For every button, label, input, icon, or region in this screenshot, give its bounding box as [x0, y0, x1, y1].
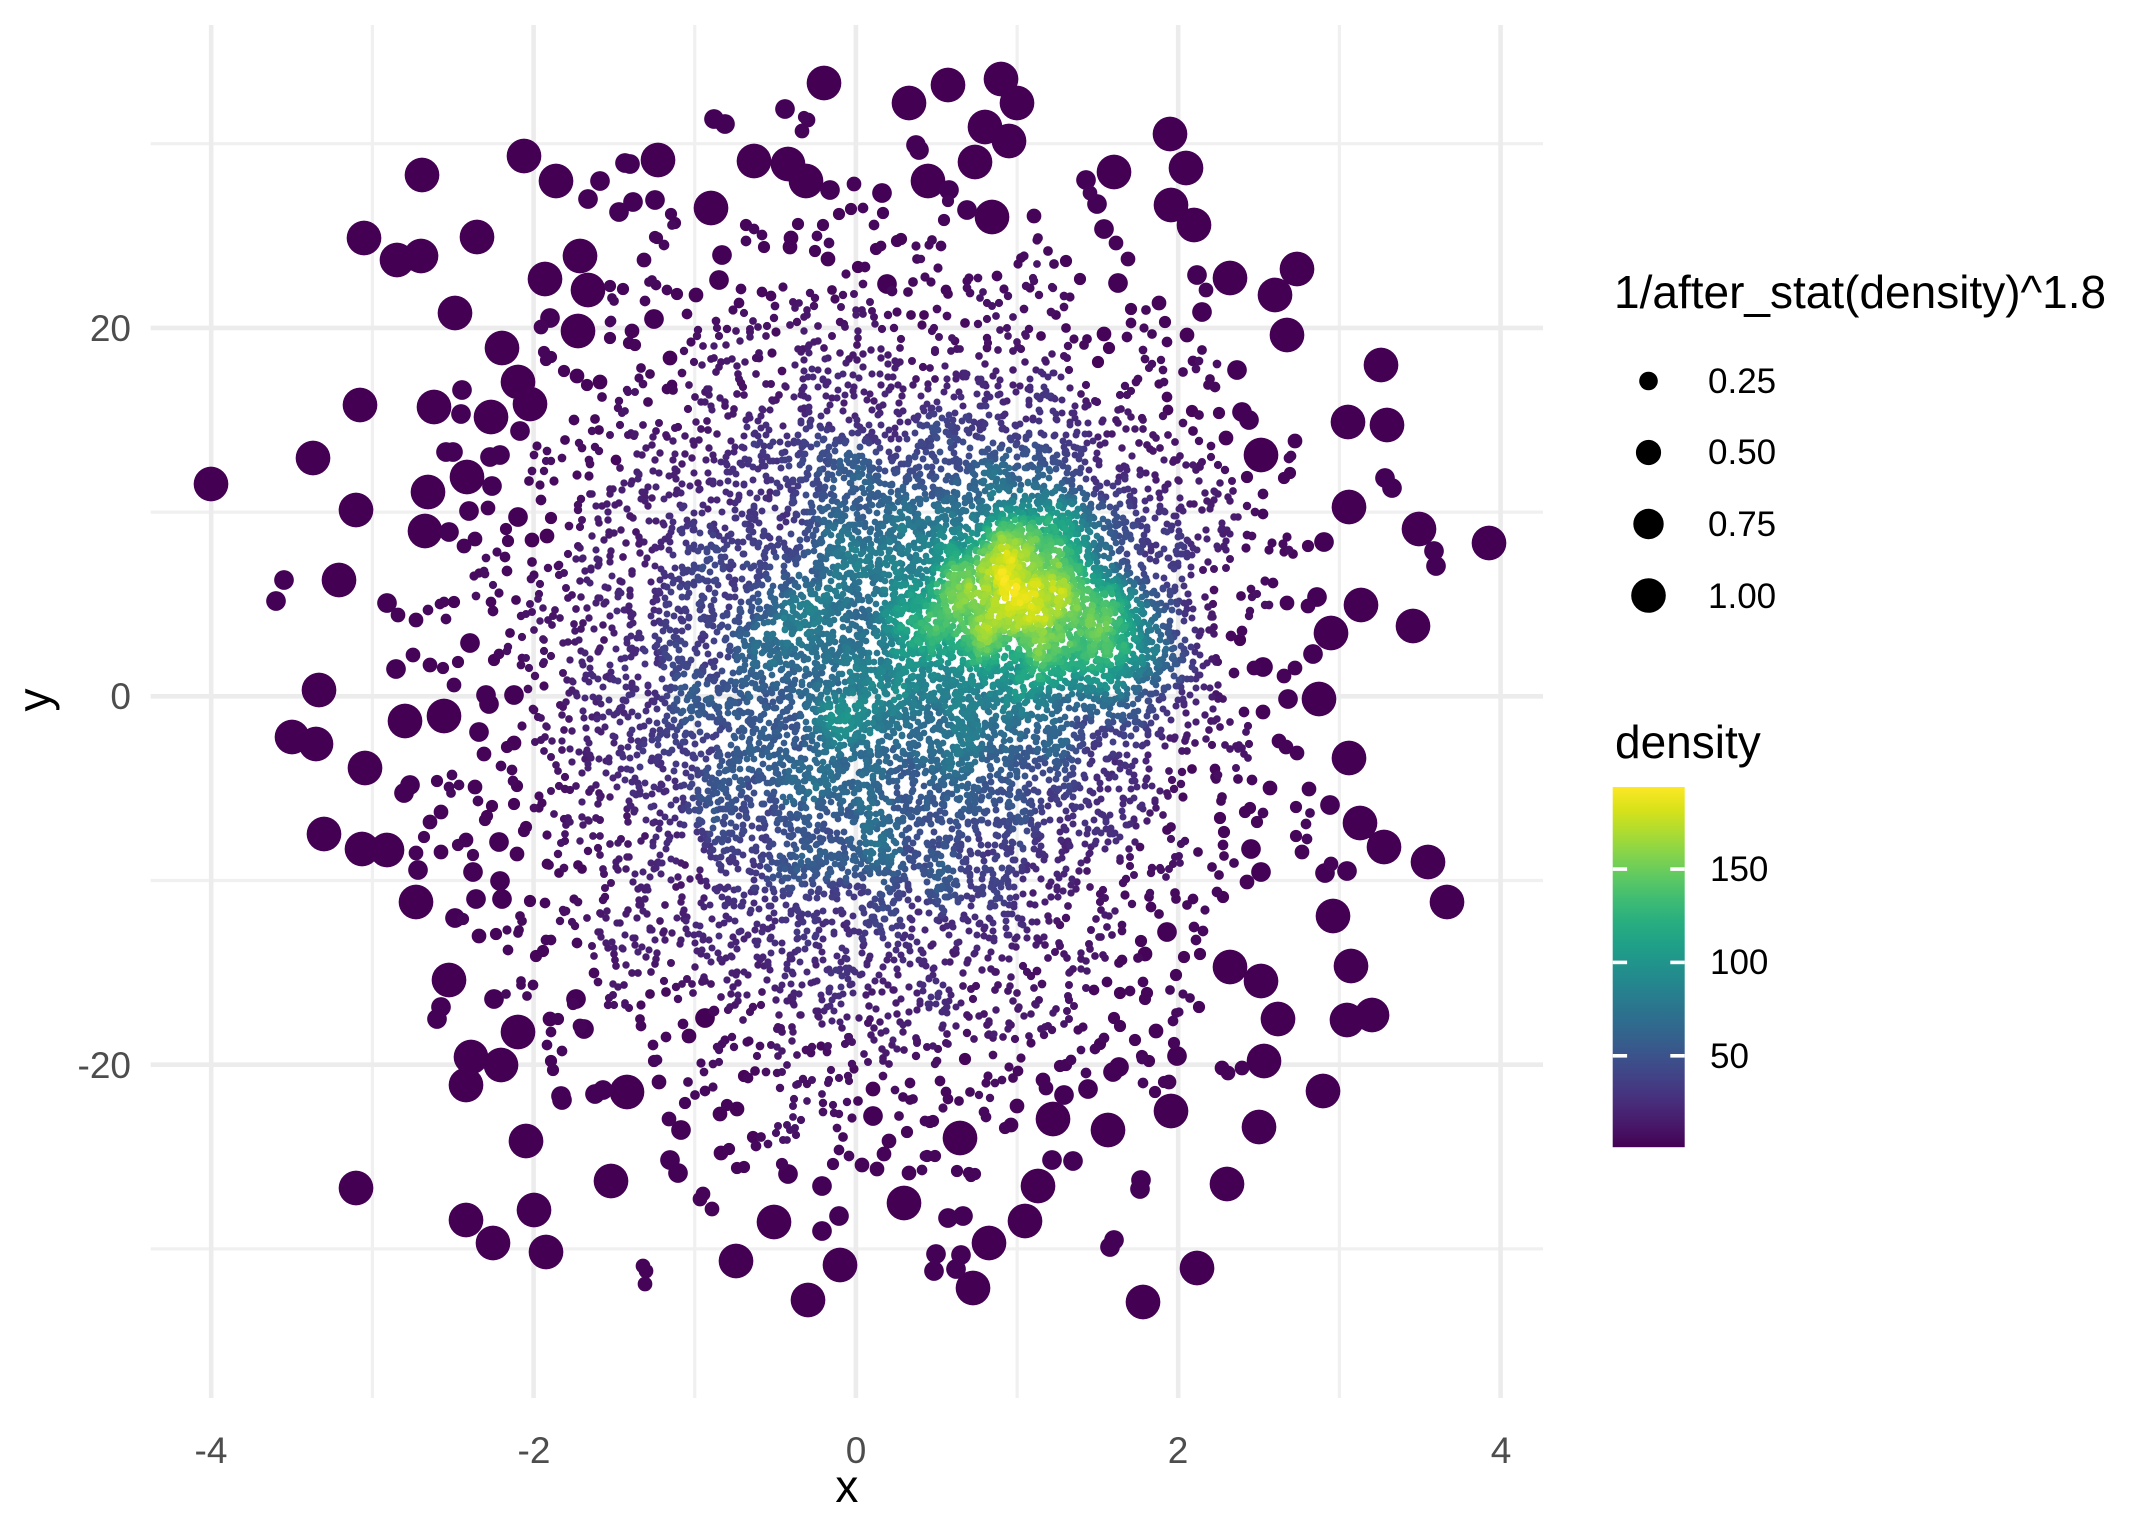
svg-text:x: x: [835, 1460, 858, 1512]
svg-text:1.00: 1.00: [1708, 577, 1776, 616]
svg-text:-20: -20: [78, 1045, 131, 1086]
svg-text:-2: -2: [518, 1430, 551, 1471]
svg-text:0.25: 0.25: [1708, 362, 1776, 401]
svg-text:4: 4: [1491, 1430, 1512, 1471]
svg-text:2: 2: [1168, 1430, 1189, 1471]
svg-text:150: 150: [1710, 850, 1768, 889]
svg-text:0: 0: [846, 1430, 867, 1471]
svg-text:1/after_stat(density)^1.8: 1/after_stat(density)^1.8: [1614, 266, 2106, 318]
svg-text:y: y: [8, 689, 60, 712]
svg-text:100: 100: [1710, 943, 1768, 982]
svg-text:density: density: [1615, 716, 1761, 768]
svg-text:-4: -4: [195, 1430, 228, 1471]
svg-text:50: 50: [1710, 1037, 1749, 1076]
svg-text:0: 0: [110, 676, 131, 717]
svg-text:0.50: 0.50: [1708, 433, 1776, 472]
svg-text:0.75: 0.75: [1708, 505, 1776, 544]
svg-text:20: 20: [90, 308, 131, 349]
